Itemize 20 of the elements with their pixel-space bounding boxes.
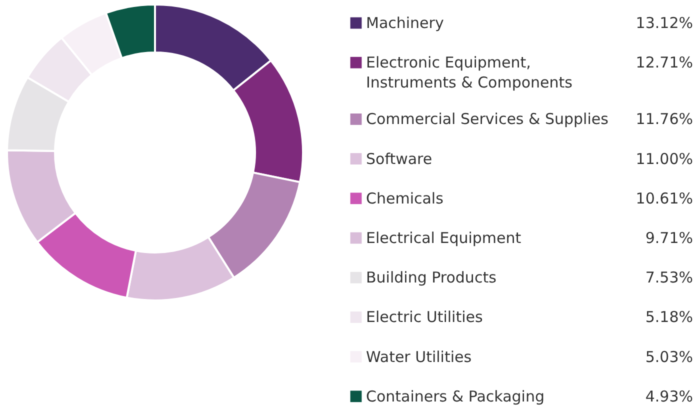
data-label: 11.76% (636, 110, 693, 128)
data-label: 11.00% (636, 150, 693, 168)
legend-label: Electronic Equipment, Instruments & Components (366, 54, 573, 92)
legend-label: Commercial Services & Supplies (366, 110, 609, 128)
data-label: 4.93% (645, 387, 693, 406)
legend-label: Water Utilities (366, 348, 472, 366)
legend-label: Electrical Equipment (366, 229, 522, 247)
legend-label: Electric Utilities (366, 308, 483, 326)
data-label: 9.71% (645, 229, 693, 247)
data-label: 7.53% (645, 268, 693, 287)
data-label: 5.03% (645, 348, 693, 366)
data-label: 12.71% (636, 54, 693, 72)
legend-label: Machinery (366, 14, 444, 32)
data-label: 13.12% (636, 14, 693, 32)
data-label: 5.18% (645, 308, 693, 326)
legend-label: Software (366, 150, 432, 168)
legend-label: Containers & Packaging (366, 387, 544, 406)
data-label: 10.61% (636, 189, 693, 208)
legend-label: Chemicals (366, 189, 444, 208)
legend-label: Building Products (366, 268, 497, 287)
